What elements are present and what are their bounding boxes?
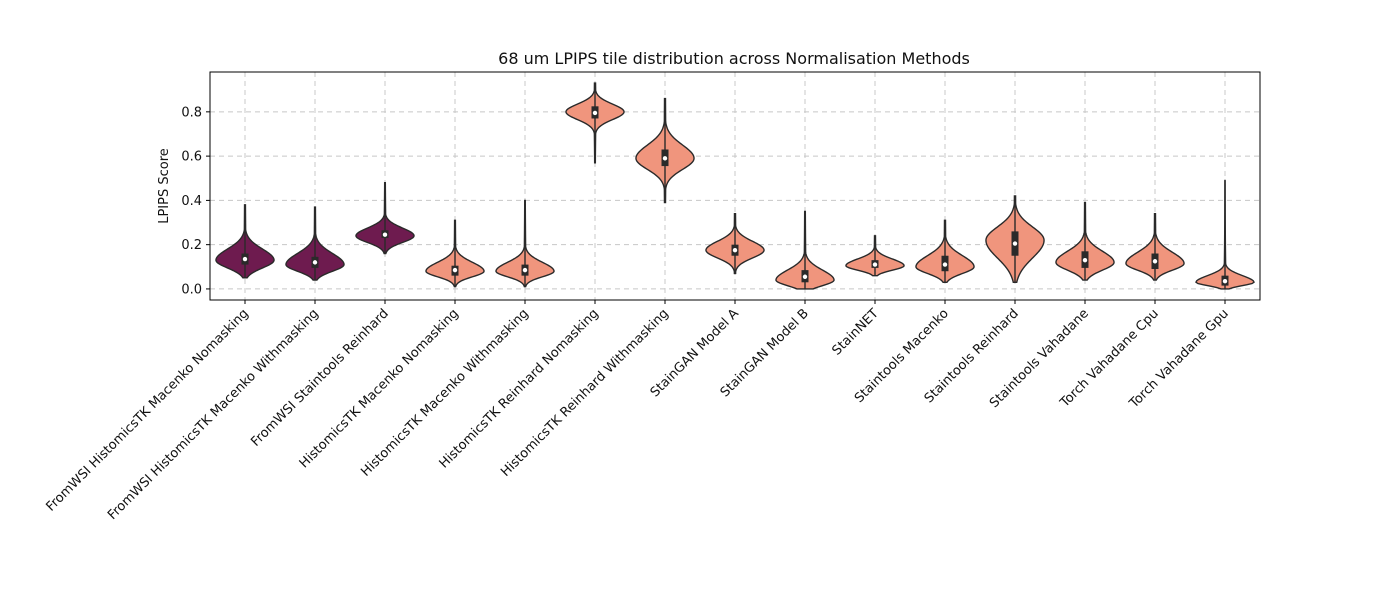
violin-median-point	[1222, 278, 1228, 284]
y-axis: 0.0 0.2 0.4 0.6 0.8	[181, 105, 210, 297]
violin-median-point	[1152, 259, 1158, 264]
y-tick-label: 0.0	[181, 282, 202, 297]
violin-median-point	[802, 274, 808, 279]
x-axis: FromWSI HistomicsTK Macenko NomaskingFro…	[43, 300, 1232, 523]
violin-median-point	[942, 262, 948, 267]
x-tick-label: StainNET	[829, 306, 881, 358]
violin-median-point	[592, 110, 598, 116]
y-tick-label: 0.6	[181, 150, 202, 165]
violin-layer	[215, 82, 1255, 290]
y-tick-label: 0.8	[181, 105, 202, 120]
violin-median-point	[242, 256, 248, 262]
violin-median-point	[1012, 241, 1018, 246]
x-tick-label: FromWSI Staintools Reinhard	[248, 306, 391, 449]
y-tick-label: 0.4	[181, 194, 202, 209]
violin-median-point	[382, 232, 388, 237]
violin-median-point	[452, 267, 458, 273]
violin-median-point	[522, 267, 528, 273]
violin-median-point	[662, 156, 668, 161]
y-tick-label: 0.2	[181, 238, 202, 253]
violin-median-point	[1082, 257, 1088, 263]
y-axis-label: LPIPS Score	[157, 148, 172, 224]
violin-median-point	[732, 247, 738, 253]
chart-title: 68 um LPIPS tile distribution across Nor…	[498, 49, 970, 68]
violin-median-point	[312, 260, 318, 265]
x-tick-label: HistomicsTK Reinhard Nomasking	[437, 306, 602, 471]
x-tick-label: HistomicsTK Macenko Nomasking	[297, 306, 462, 471]
violin-median-point	[872, 262, 878, 267]
